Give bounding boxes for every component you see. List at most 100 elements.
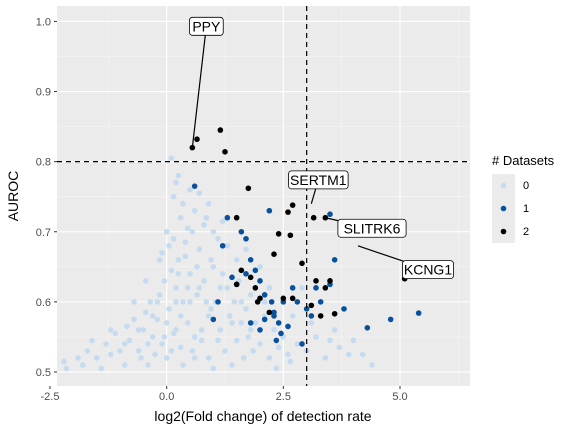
- data-point-1: [271, 309, 277, 316]
- data-point-0: [140, 327, 147, 333]
- data-point-0: [238, 299, 245, 305]
- data-point-2: [233, 214, 240, 221]
- data-point-0: [124, 323, 130, 330]
- data-point-0: [210, 228, 217, 235]
- data-point-0: [266, 355, 273, 361]
- data-point-1: [303, 306, 310, 312]
- data-point-0: [201, 221, 207, 228]
- data-point-2: [222, 149, 228, 155]
- data-point-0: [198, 327, 205, 333]
- data-point-0: [180, 200, 186, 207]
- data-point-1: [247, 257, 254, 263]
- data-point-0: [135, 348, 142, 354]
- data-point-2: [247, 274, 254, 281]
- data-point-0: [308, 320, 315, 326]
- data-point-0: [210, 365, 217, 372]
- data-point-1: [238, 228, 245, 235]
- data-point-2: [266, 309, 273, 316]
- annotation-label: SERTM1: [290, 172, 347, 188]
- data-point-1: [308, 313, 315, 319]
- x-tick-label: -2.5: [41, 391, 60, 403]
- data-point-0: [166, 306, 172, 312]
- data-point-0: [173, 285, 179, 291]
- legend-entries: 0 1 2: [492, 174, 529, 243]
- data-point-1: [243, 235, 249, 242]
- data-point-0: [182, 239, 189, 246]
- data-point-1: [331, 257, 338, 263]
- data-point-0: [261, 299, 268, 305]
- legend-key-1: [500, 205, 507, 212]
- data-point-0: [93, 355, 100, 361]
- data-point-0: [173, 299, 179, 305]
- data-point-0: [107, 351, 114, 358]
- data-point-0: [168, 267, 175, 274]
- data-point-0: [217, 285, 224, 291]
- data-point-1: [294, 299, 301, 305]
- data-point-0: [187, 299, 193, 305]
- data-point-0: [149, 334, 156, 340]
- data-point-0: [180, 299, 186, 305]
- data-point-0: [238, 320, 245, 326]
- data-point-0: [224, 285, 231, 291]
- data-point-2: [233, 281, 240, 288]
- data-point-1: [364, 325, 371, 331]
- y-tick-label: 1.0: [36, 16, 51, 28]
- data-point-0: [294, 341, 301, 347]
- data-point-1: [243, 271, 249, 277]
- legend-title: # Datasets: [492, 153, 555, 168]
- data-point-2: [287, 232, 294, 239]
- y-tick-label: 0.5: [36, 367, 51, 379]
- data-point-0: [322, 355, 329, 361]
- data-point-0: [331, 327, 338, 333]
- data-point-0: [194, 292, 200, 298]
- data-point-0: [189, 348, 196, 354]
- data-point-0: [177, 214, 184, 221]
- data-point-1: [273, 337, 280, 344]
- data-point-0: [327, 337, 333, 344]
- annotation-label: PPY: [192, 18, 221, 34]
- data-point-1: [317, 299, 324, 305]
- data-point-0: [107, 327, 114, 333]
- y-axis-ticks: 0.5 0.6 0.7 0.8 0.9 1.0: [36, 16, 57, 379]
- y-tick-label: 0.9: [36, 87, 51, 99]
- data-point-0: [75, 355, 81, 361]
- data-point-0: [170, 235, 177, 242]
- legend-key-2: [500, 228, 507, 235]
- data-point-1: [215, 299, 221, 305]
- x-tick-label: 0.0: [159, 391, 174, 403]
- data-point-1: [285, 323, 291, 330]
- data-point-0: [208, 306, 214, 312]
- data-point-0: [210, 264, 217, 270]
- data-point-2: [254, 299, 261, 305]
- data-point-0: [345, 351, 352, 358]
- data-point-0: [152, 351, 158, 358]
- x-tick-label: 2.5: [276, 391, 291, 403]
- data-point-2: [317, 313, 324, 319]
- data-point-0: [63, 365, 70, 372]
- data-point-0: [79, 362, 86, 368]
- annotation-label: KCNG1: [404, 262, 452, 278]
- data-point-2: [299, 260, 305, 267]
- data-point-0: [154, 299, 161, 305]
- data-point-2: [217, 127, 224, 133]
- data-point-0: [224, 242, 231, 249]
- data-point-2: [289, 202, 296, 208]
- data-point-0: [187, 186, 193, 193]
- data-point-1: [415, 310, 422, 316]
- data-point-0: [159, 249, 165, 256]
- data-point-1: [224, 214, 231, 221]
- data-point-0: [163, 355, 170, 361]
- data-point-1: [210, 316, 217, 323]
- data-point-0: [182, 253, 189, 260]
- annotation-label: SLITRK6: [344, 220, 401, 236]
- data-point-2: [313, 278, 319, 284]
- legend: # Datasets 0 1 2: [492, 153, 555, 243]
- data-point-0: [156, 292, 163, 298]
- data-point-0: [243, 306, 249, 312]
- data-point-0: [245, 334, 252, 340]
- data-point-0: [142, 278, 149, 284]
- data-point-0: [233, 337, 240, 344]
- data-point-1: [299, 341, 305, 347]
- data-point-0: [180, 362, 186, 368]
- data-point-0: [247, 292, 254, 298]
